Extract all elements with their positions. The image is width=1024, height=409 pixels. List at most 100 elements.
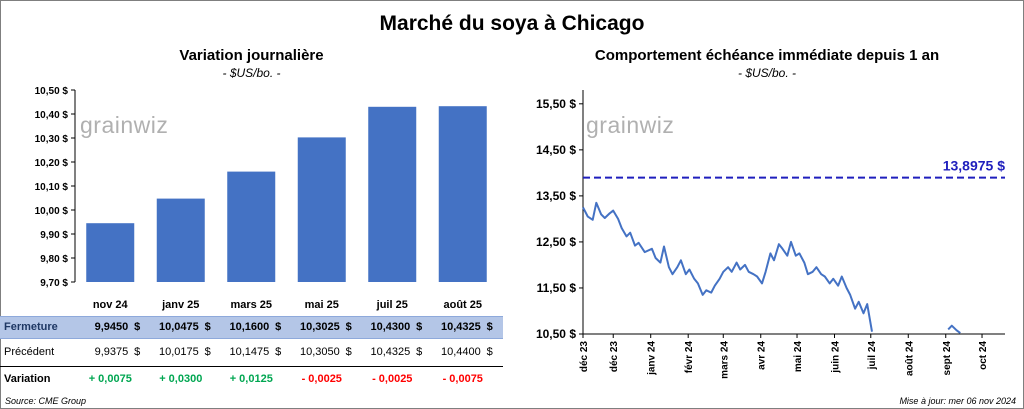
change-cell: + 0,0075 — [88, 373, 132, 385]
cell-currency: $ — [486, 321, 493, 333]
bar-y-tick-label: 10,20 $ — [35, 158, 69, 169]
line-x-tick-label: févr 24 — [684, 341, 695, 374]
line-y-tick-label: 12,50 $ — [536, 235, 576, 249]
bar — [438, 106, 487, 282]
bar-category-label: août 25 — [443, 299, 482, 311]
reference-value-label: 13,8975 $ — [943, 158, 1005, 174]
cell-value: 10,1475 — [229, 346, 270, 358]
line-y-tick-label: 14,50 $ — [536, 143, 576, 157]
bar — [368, 106, 417, 282]
cell-currency: $ — [345, 321, 352, 333]
line-x-tick-label: juil 24 — [867, 341, 878, 371]
change-cell: + 0,0125 — [229, 373, 273, 385]
line-x-tick-label: sept 24 — [942, 341, 953, 376]
line-x-tick-label: oct 24 — [978, 341, 989, 370]
line-y-tick-label: 10,50 $ — [536, 327, 576, 341]
line-x-tick-label: juin 24 — [831, 341, 842, 374]
grainwiz-watermark-left: grainwiz — [80, 112, 168, 139]
cell-value: 9,9450 — [94, 321, 129, 333]
line-x-tick-label: août 24 — [904, 341, 915, 376]
line-y-tick-label: 15,50 $ — [536, 97, 576, 111]
grainwiz-watermark-right: grainwiz — [586, 112, 674, 139]
cell-currency: $ — [134, 346, 141, 358]
change-cell: - 0,0025 — [301, 373, 342, 385]
line-x-tick-label: mai 24 — [793, 341, 804, 373]
table-cell: 9,9375 $ — [74, 346, 141, 358]
bar-y-tick-label: 10,50 $ — [35, 86, 69, 97]
bar-category-label: juil 25 — [376, 299, 408, 311]
line-x-tick-label: janv 24 — [647, 341, 658, 376]
table-cell: 10,4300 $ — [356, 321, 422, 333]
cell-value: 10,4300 — [370, 321, 411, 333]
cell-value: 10,3025 — [299, 321, 340, 333]
line-x-tick-label: déc 23 — [609, 341, 620, 373]
cell-currency: $ — [345, 346, 352, 358]
row-label-change: Variation — [4, 373, 51, 385]
update-note: Mise à jour: mer 06 nov 2024 — [899, 396, 1016, 406]
bar-y-tick-label: 9,90 $ — [40, 230, 68, 241]
cell-value: 10,0175 — [158, 346, 199, 358]
table-cell: 10,1600 $ — [215, 321, 281, 333]
line-x-tick-label: mars 24 — [719, 341, 730, 379]
table-cell: 10,4325 $ — [427, 321, 493, 333]
line-y-tick-label: 13,50 $ — [536, 189, 576, 203]
bar-y-tick-label: 9,80 $ — [40, 254, 68, 265]
line-x-tick-label: déc 23 — [579, 341, 590, 373]
cell-currency: $ — [134, 321, 141, 333]
table-cell: 10,4400 $ — [427, 346, 493, 358]
bar-y-tick-label: 9,70 $ — [40, 278, 68, 289]
cell-value: 9,9375 — [94, 346, 129, 358]
left-chart-title: Variation journalière — [179, 47, 324, 64]
cell-currency: $ — [486, 346, 493, 358]
watermark-text: grainwiz — [586, 112, 675, 138]
cell-currency: $ — [416, 321, 423, 333]
cell-currency: $ — [204, 346, 211, 358]
bar-category-label: mars 25 — [230, 299, 272, 311]
bar-category-label: janv 25 — [161, 299, 199, 311]
table-cell: 10,4325 $ — [356, 346, 422, 358]
change-cell: + 0,0300 — [159, 373, 203, 385]
right-chart-title: Comportement échéance immédiate depuis 1… — [594, 47, 940, 64]
table-cell: 10,3050 $ — [286, 346, 352, 358]
cell-value: 10,4325 — [440, 321, 481, 333]
bar-y-tick-label: 10,00 $ — [35, 206, 69, 217]
table-divider — [0, 366, 503, 367]
bar-y-tick-label: 10,40 $ — [35, 110, 69, 121]
price-series-line — [582, 201, 873, 332]
main-title: Marché du soya à Chicago — [379, 12, 645, 35]
bar — [297, 137, 346, 282]
source-note: Source: CME Group — [5, 396, 87, 406]
price-series-line — [947, 324, 961, 334]
row-label-close: Fermeture — [4, 321, 58, 333]
bar — [227, 171, 276, 282]
table-row-change: Variation + 0,0075 + 0,0300 + 0,0125 - 0,00… — [0, 369, 503, 390]
change-cell: - 0,0075 — [442, 373, 483, 385]
cell-value: 10,3050 — [299, 346, 340, 358]
bar-category-label: nov 24 — [93, 299, 129, 311]
table-row-close: Fermeture 9,9450 $10,0475 $10,1600 $10,3025… — [0, 316, 503, 339]
cell-currency: $ — [275, 321, 282, 333]
cell-value: 10,4400 — [440, 346, 481, 358]
front-month-line-chart: 10,50 $ 11,50 $ 12,50 $ 13,50 $ 14,50 $ 15,50… — [536, 90, 1005, 379]
cell-currency: $ — [275, 346, 282, 358]
table-row-previous: Précédent 9,9375 $10,0175 $10,1475 $10,3050… — [0, 342, 503, 363]
bar-y-tick-label: 10,30 $ — [35, 134, 69, 145]
right-chart-subtitle: - $US/bo. - — [737, 66, 797, 80]
row-label-previous: Précédent — [4, 346, 55, 358]
bar — [156, 198, 205, 282]
change-cell: - 0,0025 — [372, 373, 413, 385]
table-cell: 10,0175 $ — [145, 346, 211, 358]
cell-value: 10,0475 — [158, 321, 199, 333]
table-cell: 10,1475 $ — [215, 346, 281, 358]
left-chart-subtitle: - $US/bo. - — [222, 66, 281, 80]
bar-category-label: mai 25 — [305, 299, 339, 311]
line-y-tick-label: 11,50 $ — [537, 281, 577, 295]
cell-currency: $ — [204, 321, 211, 333]
cell-value: 10,1600 — [229, 321, 270, 333]
cell-value: 10,4325 — [370, 346, 411, 358]
table-cell: 10,0475 $ — [145, 321, 211, 333]
table-cell: 10,3025 $ — [286, 321, 352, 333]
watermark-text: grainwiz — [80, 112, 169, 138]
table-cell: 9,9450 $ — [74, 321, 141, 333]
daily-variation-bar-chart: 9,70 $ 9,80 $ 9,90 $ 10,00 $ 10,10 $ 10,20 $ 1… — [35, 86, 487, 311]
